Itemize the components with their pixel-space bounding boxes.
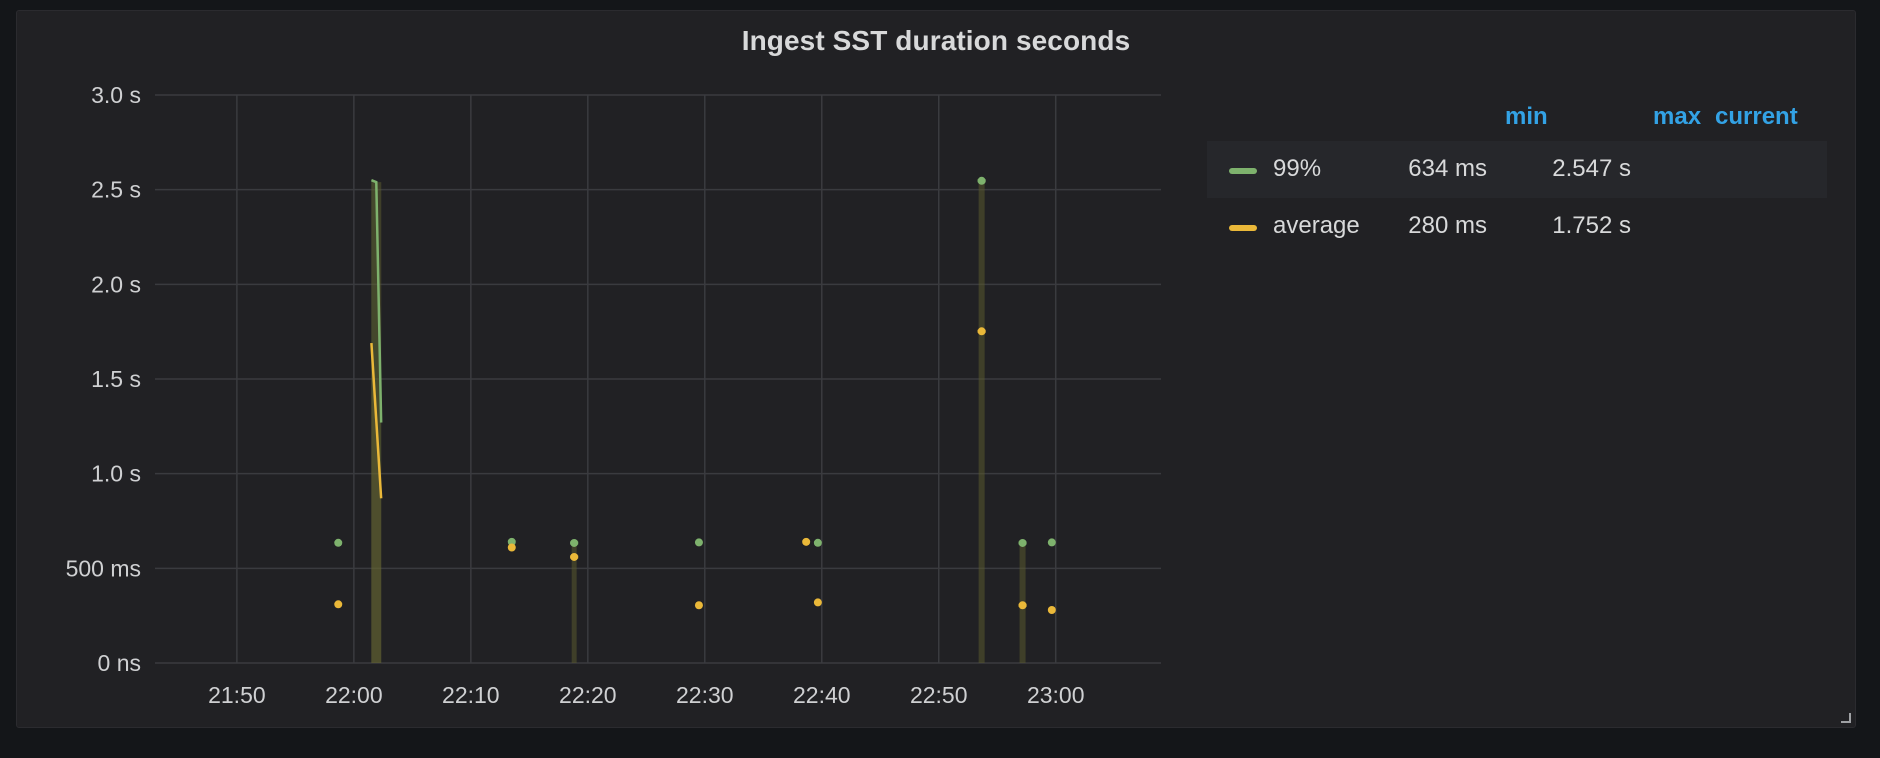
data-point (813, 598, 822, 607)
legend-max-value: 1.752 s (1552, 212, 1631, 239)
data-point (694, 601, 703, 610)
legend-header-current[interactable]: current (1715, 103, 1798, 130)
series-color-swatch[interactable] (1229, 168, 1257, 174)
data-point (334, 538, 343, 547)
graph-panel: Ingest SST duration seconds 0 ns 500 ms 1.… (16, 10, 1856, 728)
resize-handle[interactable] (1841, 713, 1851, 723)
spike-bar (978, 180, 985, 663)
x-tick-label: 22:00 (325, 682, 383, 708)
x-tick-label: 22:10 (442, 682, 500, 708)
chart-plot[interactable]: 0 ns 500 ms 1.0 s 1.5 s 2.0 s 2.5 s 3.0 s 21:50… (17, 11, 1857, 729)
spike-bar (571, 542, 577, 663)
y-tick-label: 0 ns (98, 650, 141, 676)
y-tick-label: 3.0 s (91, 82, 141, 108)
legend-max-value: 2.547 s (1552, 155, 1631, 182)
legend-header-max[interactable]: max (1653, 103, 1702, 130)
x-tick-label: 22:30 (676, 682, 734, 708)
legend-series-name[interactable]: average (1273, 212, 1360, 239)
x-tick-label: 22:40 (793, 682, 851, 708)
series-line (370, 342, 383, 499)
y-tick-label: 1.0 s (91, 461, 141, 487)
data-point (334, 600, 343, 609)
data-point (507, 543, 516, 552)
y-tick-label: 1.5 s (91, 366, 141, 392)
y-tick-label: 2.0 s (91, 271, 141, 297)
x-tick-label: 22:50 (910, 682, 968, 708)
x-tick-label: 22:20 (559, 682, 617, 708)
legend-min-value: 634 ms (1408, 155, 1487, 182)
data-point (1047, 538, 1056, 547)
data-point (507, 537, 516, 546)
legend-header: min max current (1207, 89, 1827, 141)
y-tick-label: 500 ms (66, 555, 141, 581)
data-point (802, 537, 811, 546)
series-line (370, 179, 383, 423)
legend-series-name[interactable]: 99% (1273, 155, 1322, 182)
data-point (1047, 605, 1056, 614)
legend: min max current 99% 634 ms 2.547 s avera… (1207, 89, 1827, 255)
series-color-swatch[interactable] (1229, 225, 1257, 231)
x-tick-label: 23:00 (1027, 682, 1085, 708)
legend-row-99[interactable]: 99% 634 ms 2.547 s (1207, 141, 1827, 198)
legend-row-average[interactable]: average 280 ms 1.752 s (1207, 198, 1827, 255)
data-point (813, 538, 822, 547)
legend-min-value: 280 ms (1408, 212, 1487, 239)
x-tick-label: 21:50 (208, 682, 266, 708)
data-point (694, 538, 703, 547)
y-tick-label: 2.5 s (91, 177, 141, 203)
legend-header-min[interactable]: min (1505, 103, 1548, 130)
panel-title[interactable]: Ingest SST duration seconds (741, 25, 1131, 56)
